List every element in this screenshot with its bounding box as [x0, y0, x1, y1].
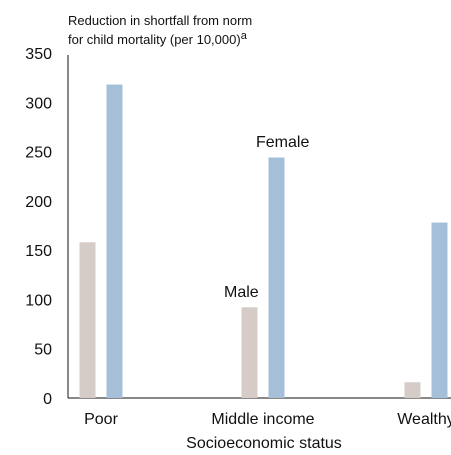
y-tick-label: 300 — [25, 95, 52, 112]
y-tick-label: 0 — [43, 391, 52, 408]
bar-male-1 — [241, 307, 258, 398]
bar-female-2 — [431, 222, 448, 398]
female-annotation: Female — [256, 134, 309, 151]
bar-female-0 — [106, 84, 123, 399]
y-tick-label: 250 — [25, 145, 52, 162]
y-tick-label: 350 — [25, 46, 52, 63]
x-tick-label: Wealthy — [397, 411, 451, 428]
male-annotation: Male — [224, 284, 259, 301]
y-axis-title-line1: Reduction in shortfall from norm — [68, 13, 252, 28]
y-tick-label: 50 — [34, 342, 52, 359]
bar-male-2 — [404, 382, 421, 398]
y-tick-label: 150 — [25, 243, 52, 260]
x-tick-label: Poor — [84, 411, 118, 428]
x-axis-ticks: Poor Middle income Wealthy — [84, 411, 451, 428]
bar-male-0 — [79, 242, 96, 398]
y-axis-title-line2-text: for child mortality (per 10,000) — [68, 32, 241, 47]
x-tick-label: Middle income — [211, 411, 314, 428]
y-axis-ticks: 0 50 100 150 200 250 300 350 — [25, 46, 52, 408]
y-axis-title-line2: for child mortality (per 10,000)a — [68, 30, 248, 47]
y-tick-label: 100 — [25, 292, 52, 309]
x-axis-title: Socioeconomic status — [186, 435, 342, 452]
y-tick-label: 200 — [25, 194, 52, 211]
bars — [79, 84, 448, 399]
y-axis-title-superscript: a — [241, 30, 248, 42]
bar-female-1 — [268, 157, 285, 398]
